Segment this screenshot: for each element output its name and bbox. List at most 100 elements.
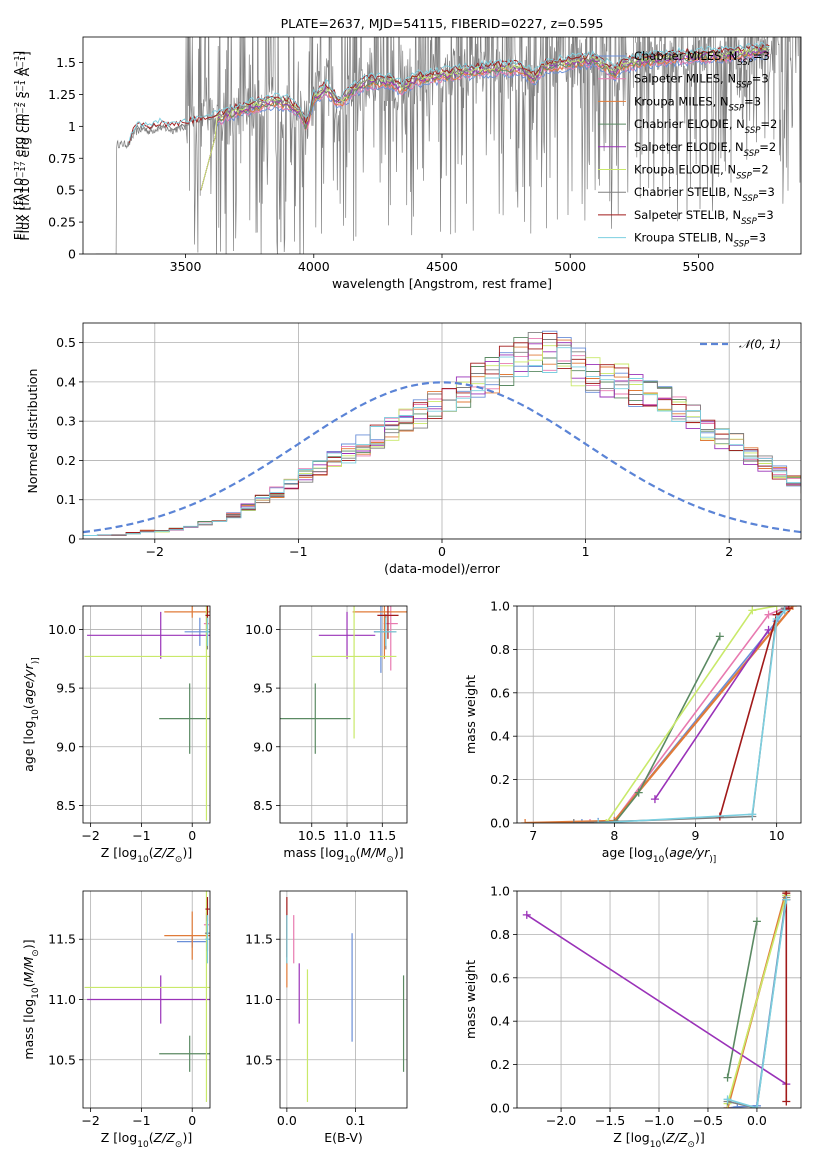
x-axis-label: wavelength [Angstrom, rest frame] — [332, 276, 552, 291]
mass-weight-line — [654, 629, 770, 800]
mass-weight-marker — [522, 910, 531, 919]
residual-histogram — [83, 345, 801, 539]
y-tick-label: 0.4 — [490, 1014, 510, 1029]
y-tick-label: 0.1 — [56, 492, 76, 507]
mass-weight-marker — [782, 1097, 791, 1106]
x-tick-label: 11.0 — [333, 828, 361, 843]
plot-area-7 — [517, 891, 801, 1108]
x-tick-label: −0.5 — [693, 1113, 723, 1128]
x-tick-label: 2 — [725, 544, 733, 559]
mass-weight-line — [726, 921, 758, 1078]
y-tick-label: 0.6 — [490, 970, 510, 985]
residual-histogram — [83, 337, 801, 539]
chart-4: 7 8 9 10 0.0 0.2 0.4 0.6 0.8 1.0 age [log10(age/yr… — [463, 599, 802, 865]
y-tick-label: 11.5 — [245, 932, 273, 947]
model-spectrum-line — [200, 47, 770, 191]
x-tick-label: 5000 — [554, 259, 586, 274]
y-tick-label: 9.5 — [56, 681, 76, 696]
mass-weight-marker — [782, 895, 791, 904]
legend-label: Salpeter MILES, NSSP=3 — [634, 72, 769, 91]
x-tick-label: −2 — [81, 1113, 99, 1128]
mass-weight-marker — [650, 795, 659, 804]
y-tick-label: 9.0 — [56, 739, 76, 754]
chart-1: −2 −1 0 1 2 0 0.1 0.2 0.3 0.4 0.5 (data-model)/erro… — [25, 322, 802, 576]
y-tick-label: 11.5 — [48, 932, 76, 947]
legend-label: Kroupa MILES, NSSP=3 — [634, 94, 761, 113]
y-tick-label: 10.0 — [48, 622, 76, 637]
x-tick-label: 3500 — [170, 259, 202, 274]
y-tick-label: 0.0 — [490, 816, 510, 831]
x-tick-label: 5500 — [683, 259, 715, 274]
x-tick-label: 0 — [188, 828, 196, 843]
mass-weight-marker — [764, 625, 773, 634]
axes-frame — [279, 605, 408, 824]
chart-title: PLATE=2637, MJD=54115, FIBERID=0227, z=0… — [281, 16, 604, 31]
y-axis-label: mass weight — [463, 675, 478, 754]
mass-weight-marker — [723, 1095, 732, 1104]
plot-area-5 — [83, 891, 210, 1108]
chart-5: −2 −1 0 10.5 11.0 11.5 Z [log10(Z/Z⊙)] mass [lo… — [21, 890, 211, 1150]
mass-weight-marker — [772, 606, 781, 610]
x-axis-label: E(B-V) — [324, 1130, 363, 1145]
y-tick-label: 0.4 — [56, 374, 76, 389]
x-tick-label: 4000 — [298, 259, 330, 274]
mass-weight-marker — [723, 1073, 732, 1082]
chart-0: 3500 4000 4500 5000 5500 0 0.25 0.5 0.75 1 1.25 1.5… — [11, 16, 802, 291]
y-tick-label: 0.2 — [490, 1057, 510, 1072]
plot-area-1 — [83, 323, 801, 539]
legend-label: Chabrier MILES, NSSP=3 — [634, 49, 770, 68]
residual-histogram — [83, 332, 801, 539]
y-tick-label: 0.2 — [56, 453, 76, 468]
chart-3: 10.5 11.0 11.5 8.5 9.0 9.5 10.0 mass [log10(M/M… — [245, 605, 408, 865]
axes-frame — [516, 605, 802, 824]
y-tick-label: 1.0 — [490, 884, 510, 899]
model-spectrum-line — [128, 44, 770, 143]
chart-2: −2 −1 0 8.5 9.0 9.5 10.0 Z [log10(Z/Z⊙)] age [lo… — [21, 605, 211, 865]
x-tick-label: −2 — [81, 828, 99, 843]
mass-weight-marker — [569, 819, 578, 823]
x-tick-label: 0 — [438, 544, 446, 559]
plot-area-0 — [95, 37, 801, 254]
legend-label: Kroupa STELIB, NSSP=3 — [634, 231, 766, 250]
y-tick-label: 11.0 — [245, 992, 273, 1007]
mass-weight-marker — [752, 917, 761, 926]
y-tick-label: 8.5 — [56, 798, 76, 813]
mass-weight-marker — [752, 1104, 761, 1108]
y-tick-label: 10.5 — [48, 1052, 76, 1067]
y-tick-label: 0 — [68, 247, 76, 262]
residual-histogram — [83, 347, 801, 539]
plot-area-6 — [280, 891, 407, 1108]
y-tick-label: 1 — [68, 119, 76, 134]
x-axis-label: Z [log10(Z/Z⊙)] — [613, 1130, 704, 1150]
x-tick-label: 11.5 — [368, 828, 396, 843]
x-axis-label: age [log10(age/yr)] — [602, 845, 717, 865]
mass-weight-line — [598, 609, 786, 823]
legend-label: Kroupa ELODIE, NSSP=2 — [634, 163, 769, 182]
y-axis-label: Normed distribution — [25, 369, 40, 494]
mass-weight-marker — [521, 819, 530, 823]
y-tick-label: 0.8 — [490, 927, 510, 942]
y-axis-label: Flux [fλ10⁻¹⁷ erg cm⁻² s⁻¹ A⁻¹] — [17, 51, 32, 240]
mass-weight-marker — [788, 606, 797, 610]
y-axis-label: mass weight — [463, 960, 478, 1039]
y-tick-label: 0.2 — [490, 772, 510, 787]
mass-weight-marker — [610, 819, 619, 823]
x-tick-label: −1 — [132, 828, 150, 843]
data-spectrum-line — [95, 37, 801, 254]
x-tick-label: 10 — [769, 828, 785, 843]
y-tick-label: 8.5 — [253, 798, 273, 813]
mass-weight-line — [726, 895, 788, 1104]
legend-label: Chabrier ELODIE, NSSP=2 — [634, 117, 777, 136]
residual-histogram — [83, 330, 801, 539]
x-tick-label: 9 — [692, 828, 700, 843]
y-tick-label: 0.3 — [56, 414, 76, 429]
x-tick-label: 0.0 — [277, 1113, 297, 1128]
y-tick-label: 0.4 — [490, 729, 510, 744]
legend-label: Chabrier STELIB, NSSP=3 — [634, 185, 775, 204]
y-tick-label: 0.5 — [56, 183, 76, 198]
model-spectrum-line — [128, 41, 770, 142]
mass-weight-line — [525, 606, 794, 823]
mass-weight-marker — [784, 606, 793, 613]
model-spectrum-line — [200, 51, 770, 191]
x-tick-label: −1 — [132, 1113, 150, 1128]
